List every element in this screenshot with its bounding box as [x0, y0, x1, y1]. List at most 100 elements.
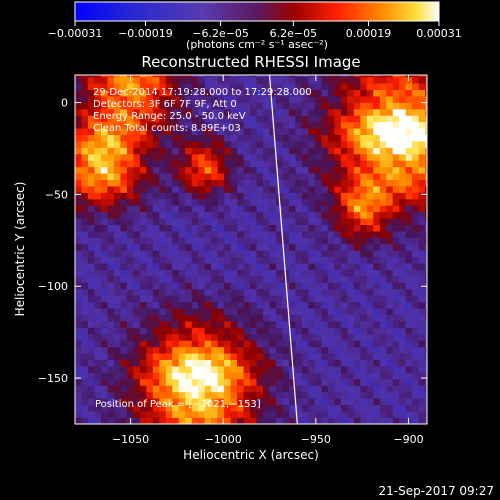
heatmap-cell	[301, 102, 309, 110]
heatmap-cell	[353, 147, 361, 155]
heatmap-cell	[139, 115, 147, 123]
heatmap-cell	[314, 295, 322, 303]
heatmap-cell	[295, 205, 303, 213]
heatmap-cell	[353, 269, 361, 277]
heatmap-cell	[386, 134, 394, 142]
heatmap-cell	[282, 295, 290, 303]
heatmap-cell	[243, 186, 251, 193]
heatmap-cell	[360, 327, 368, 335]
heatmap-cell	[321, 346, 329, 354]
heatmap-cell	[386, 128, 394, 135]
heatmap-cell	[204, 327, 212, 335]
heatmap-cell	[224, 276, 231, 283]
heatmap-cell	[412, 211, 419, 219]
heatmap-cell	[373, 141, 381, 148]
heatmap-cell	[373, 160, 381, 168]
heatmap-cell	[178, 314, 186, 322]
heatmap-cell	[139, 276, 147, 283]
heatmap-cell	[418, 340, 426, 348]
heatmap-cell	[178, 128, 186, 135]
heatmap-cell	[399, 166, 406, 174]
heatmap-cell	[230, 295, 238, 303]
heatmap-cell	[230, 75, 238, 78]
heatmap-cell	[321, 250, 329, 258]
heatmap-cell	[250, 353, 257, 361]
heatmap-cell	[172, 147, 180, 155]
heatmap-cell	[288, 237, 296, 245]
heatmap-cell	[353, 263, 361, 271]
heatmap-cell	[165, 314, 173, 322]
heatmap-cell	[185, 75, 193, 78]
heatmap-cell	[295, 295, 303, 303]
heatmap-cell	[314, 404, 322, 412]
heatmap-cell	[133, 327, 141, 335]
heatmap-cell	[379, 269, 387, 277]
heatmap-cell	[191, 359, 199, 367]
heatmap-cell	[94, 198, 102, 206]
heatmap-cell	[405, 160, 413, 168]
heatmap-cell	[276, 378, 283, 386]
heatmap-cell	[165, 198, 173, 206]
heatmap-cell	[133, 76, 141, 84]
heatmap-cell	[133, 128, 141, 135]
heatmap-cell	[418, 250, 426, 258]
heatmap-cell	[269, 121, 277, 129]
heatmap-cell	[146, 173, 154, 180]
heatmap-cell	[340, 333, 348, 341]
heatmap-cell	[405, 263, 413, 271]
heatmap-cell	[334, 333, 342, 341]
heatmap-cell	[347, 147, 355, 155]
heatmap-cell	[282, 301, 290, 309]
heatmap-cell	[314, 96, 322, 103]
heatmap-cell	[94, 346, 102, 354]
heatmap-cell	[100, 282, 108, 290]
heatmap-cell	[178, 76, 186, 84]
heatmap-cell	[75, 295, 82, 303]
heatmap-cell	[139, 378, 147, 386]
heatmap-cell	[224, 83, 231, 90]
heatmap-cell	[321, 340, 329, 348]
heatmap-cell	[211, 89, 218, 97]
heatmap-cell	[425, 250, 427, 258]
heatmap-cell	[152, 186, 160, 193]
heatmap-cell	[107, 359, 115, 367]
heatmap-cell	[87, 83, 95, 90]
heatmap-cell	[327, 192, 335, 200]
heatmap-cell	[425, 83, 427, 90]
heatmap-cell	[75, 121, 82, 129]
heatmap-cell	[94, 160, 102, 168]
heatmap-cell	[379, 218, 387, 226]
heatmap-cell	[250, 398, 257, 406]
heatmap-cell	[113, 276, 121, 283]
heatmap-cell	[276, 372, 283, 380]
heatmap-cell	[159, 295, 167, 303]
heatmap-cell	[100, 359, 108, 367]
heatmap-cell	[256, 295, 264, 303]
heatmap-cell	[81, 121, 89, 129]
heatmap-cell	[146, 83, 154, 90]
heatmap-cell	[347, 359, 355, 367]
heatmap-cell	[243, 288, 251, 296]
heatmap-cell	[327, 288, 335, 296]
heatmap-cell	[418, 308, 426, 316]
heatmap-cell	[87, 276, 95, 283]
heatmap-cell	[165, 108, 173, 116]
heatmap-cell	[366, 333, 374, 341]
heatmap-cell	[204, 128, 212, 135]
heatmap-cell	[276, 166, 283, 174]
heatmap-cell	[237, 173, 244, 180]
heatmap-cell	[75, 102, 82, 110]
heatmap-cell	[399, 398, 406, 406]
heatmap-cell	[263, 282, 270, 290]
heatmap-cell	[308, 76, 316, 84]
heatmap-cell	[263, 198, 270, 206]
heatmap-cell	[327, 173, 335, 180]
heatmap-cell	[340, 166, 348, 174]
heatmap-cell	[308, 263, 316, 271]
heatmap-cell	[295, 378, 303, 386]
heatmap-cell	[269, 404, 277, 412]
heatmap-cell	[340, 385, 348, 393]
heatmap-cell	[152, 301, 160, 309]
heatmap-cell	[120, 153, 128, 161]
heatmap-cell	[120, 263, 128, 271]
